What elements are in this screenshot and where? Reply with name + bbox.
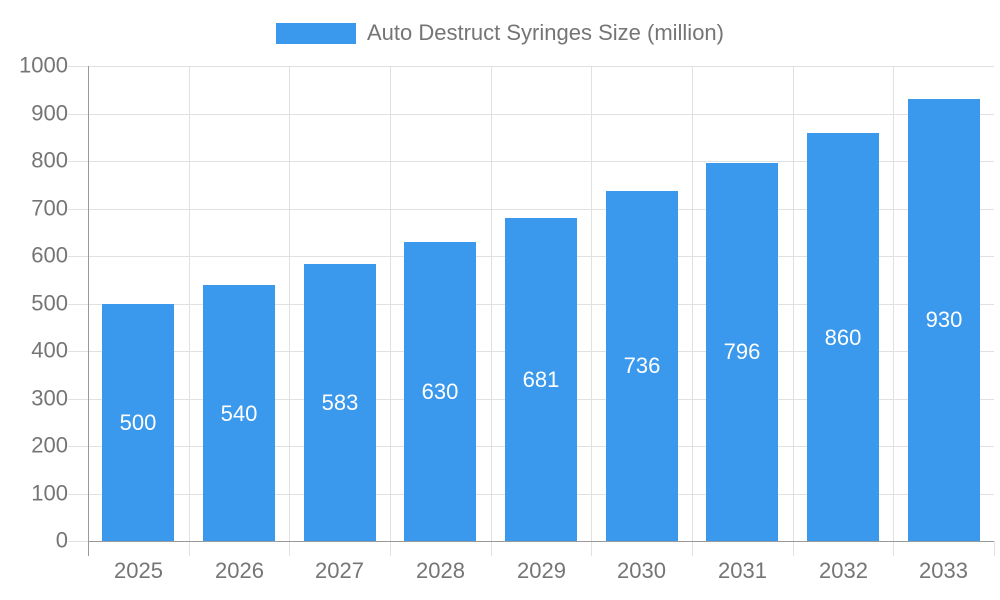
gridline-vertical — [189, 66, 190, 541]
bar-value-label: 630 — [421, 378, 459, 404]
gridline-horizontal — [68, 114, 994, 115]
y-axis-label: 100 — [31, 480, 68, 506]
x-axis-label: 2027 — [315, 558, 364, 583]
x-axis-tick — [491, 541, 492, 556]
x-axis-label: 2026 — [215, 558, 264, 583]
legend-swatch-icon — [275, 22, 356, 44]
bar-2025[interactable]: 500 — [102, 304, 174, 542]
x-axis-tick — [893, 541, 894, 556]
y-axis-label: 900 — [31, 100, 68, 126]
bar-2028[interactable]: 630 — [404, 242, 476, 541]
x-axis-line — [88, 541, 994, 542]
x-axis-label: 2028 — [416, 558, 465, 583]
x-axis-label: 2029 — [517, 558, 566, 583]
bar-value-label: 930 — [925, 307, 963, 332]
bar-value-label: 540 — [220, 400, 258, 426]
x-axis-tick — [591, 541, 592, 556]
x-axis-tick — [289, 541, 290, 556]
x-axis-tick — [793, 541, 794, 556]
y-axis-label: 500 — [31, 290, 68, 316]
gridline-horizontal — [68, 66, 994, 67]
x-axis-tick — [189, 541, 190, 556]
y-axis-label: 800 — [31, 147, 68, 173]
bar-2032[interactable]: 860 — [807, 133, 879, 542]
bar-value-label: 796 — [723, 339, 761, 364]
y-axis-line — [88, 66, 89, 556]
y-axis-label: 400 — [31, 337, 68, 363]
y-axis-label: 700 — [31, 195, 68, 221]
gridline-horizontal — [68, 161, 994, 162]
x-axis-label: 2032 — [819, 558, 868, 583]
y-axis-label: 200 — [31, 432, 68, 458]
bar-2031[interactable]: 796 — [706, 163, 778, 541]
y-axis-label: 600 — [31, 242, 68, 268]
bar-value-label: 500 — [119, 410, 157, 435]
bar-2026[interactable]: 540 — [203, 285, 275, 542]
x-axis-tick — [390, 541, 391, 556]
x-axis-label: 2025 — [114, 558, 163, 583]
x-axis-label: 2031 — [718, 558, 767, 583]
legend-label: Auto Destruct Syringes Size (million) — [366, 20, 724, 45]
legend[interactable]: Auto Destruct Syringes Size (million) — [0, 21, 1000, 45]
y-axis-label: 300 — [31, 385, 68, 411]
bar-value-label: 736 — [623, 353, 661, 378]
x-axis-tick — [994, 541, 995, 556]
bar-2033[interactable]: 930 — [908, 99, 980, 541]
gridline-vertical — [591, 66, 592, 541]
gridline-vertical — [692, 66, 693, 541]
y-axis-label: 1000 — [19, 52, 68, 78]
bar-2029[interactable]: 681 — [505, 218, 577, 541]
bar-value-label: 681 — [522, 366, 560, 392]
gridline-vertical — [491, 66, 492, 541]
bar-value-label: 583 — [321, 389, 359, 415]
bar-2030[interactable]: 736 — [606, 191, 678, 541]
x-axis-label: 2033 — [919, 558, 968, 583]
x-axis-tick — [692, 541, 693, 556]
gridline-vertical — [390, 66, 391, 541]
y-axis-tick — [68, 541, 88, 542]
bar-value-label: 860 — [824, 324, 862, 350]
gridline-horizontal — [68, 209, 994, 210]
x-axis-label: 2030 — [617, 558, 666, 583]
gridline-vertical — [893, 66, 894, 541]
y-axis-label: 0 — [55, 527, 68, 553]
gridline-vertical — [289, 66, 290, 541]
gridline-vertical — [793, 66, 794, 541]
bar-2027[interactable]: 583 — [304, 264, 376, 541]
